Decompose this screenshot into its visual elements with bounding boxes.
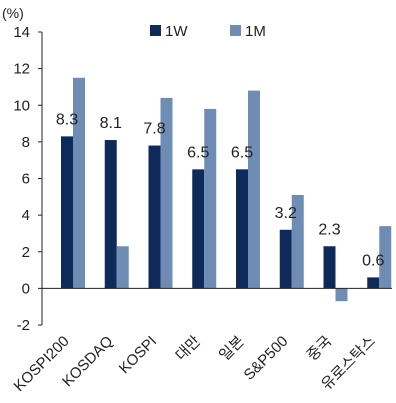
- y-tick-label: 8: [22, 134, 30, 151]
- legend-swatch-1w: [150, 25, 161, 36]
- legend-label-1w: 1W: [165, 23, 188, 40]
- data-label: 3.2: [275, 205, 297, 222]
- bars: [61, 77, 392, 302]
- y-tick-label: 14: [13, 24, 30, 41]
- data-label: 0.6: [362, 252, 384, 269]
- data-label: 8.3: [56, 111, 78, 128]
- y-tick-label: 12: [13, 61, 30, 78]
- legend-label-1m: 1M: [245, 23, 266, 40]
- bar-1w-1: [104, 140, 117, 289]
- bar-1m-2: [160, 97, 173, 289]
- y-tick-label: 6: [22, 171, 30, 188]
- y-tick-label: 2: [22, 244, 30, 261]
- data-label: 8.1: [100, 115, 122, 132]
- y-tick-label: 0: [22, 280, 30, 297]
- y-unit-label: (%): [2, 5, 24, 21]
- bar-1m-1: [116, 246, 129, 289]
- data-label: 6.5: [231, 144, 253, 161]
- bar-1w-2: [148, 145, 161, 289]
- bar-1w-0: [61, 136, 73, 289]
- category-label: 일본: [216, 333, 248, 365]
- bar-1m-6: [335, 288, 348, 302]
- y-tick-label: -2: [17, 317, 30, 334]
- data-label: 6.5: [187, 144, 209, 161]
- bar-1w-6: [323, 246, 336, 289]
- data-labels: 8.3 8.1 7.8 6.5 6.5 3.2 2.3 0.6: [56, 111, 385, 269]
- bar-1w-7: [367, 277, 380, 289]
- bar-1m-7: [379, 226, 392, 289]
- category-label: 대만: [172, 333, 204, 365]
- y-axis-ticks: 14 12 10 8 6 4 2 0 -2: [13, 24, 42, 334]
- legend-swatch-1m: [230, 25, 241, 36]
- bar-1w-5: [279, 229, 292, 289]
- y-tick-label: 10: [13, 97, 30, 114]
- data-label: 7.8: [143, 121, 165, 138]
- bar-1m-5: [291, 194, 304, 289]
- category-label: KOSPI: [116, 333, 160, 377]
- category-label: 중국: [304, 333, 336, 365]
- bar-1m-3: [204, 108, 217, 289]
- bar-1w-4: [236, 169, 248, 289]
- category-label: KOSPI200: [11, 333, 73, 395]
- category-label: S&P500: [241, 333, 292, 384]
- bar-1w-3: [192, 169, 205, 289]
- bar-1m-4: [248, 90, 260, 289]
- legend: 1W 1M: [150, 23, 266, 40]
- y-tick-label: 4: [22, 207, 30, 224]
- bar-1m-0: [73, 77, 85, 289]
- data-label: 2.3: [318, 221, 340, 238]
